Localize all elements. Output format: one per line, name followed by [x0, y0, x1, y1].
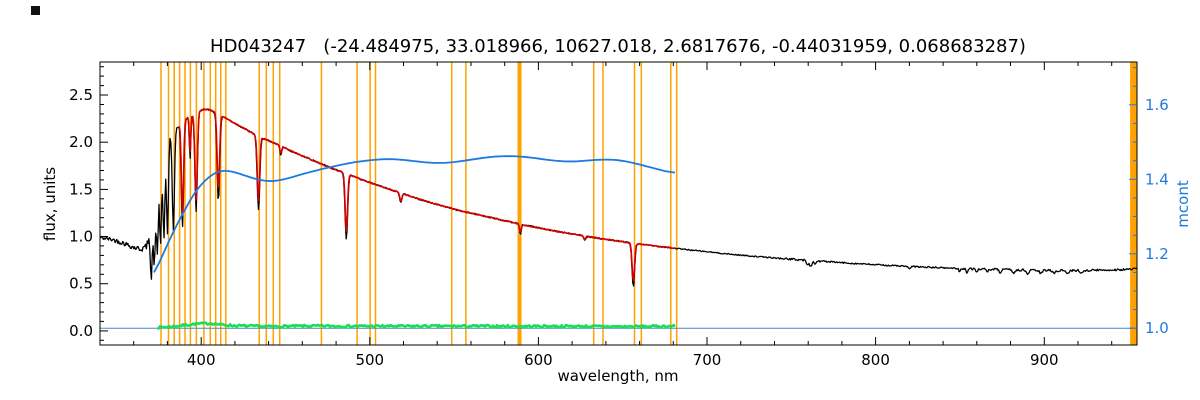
y-left-tick-label: 0.5	[69, 275, 93, 293]
x-tick-label: 700	[693, 351, 722, 369]
y-right-tick-label: 1.0	[1145, 319, 1169, 337]
tick-labels: 400 500 600 700 800 900 0.0 0.5 1.0 1.5 2.0 2.5 1.0 1…	[69, 86, 1169, 369]
axis-ticks	[99, 62, 1113, 345]
residual-curve	[157, 321, 676, 330]
mcont-curve	[153, 155, 676, 273]
x-tick-label: 600	[524, 351, 553, 369]
x-tick-label: 800	[861, 351, 890, 369]
plot-layers: 400 500 600 700 800 900 0.0 0.5 1.0 1.5 2.0 2.5 1.0 1…	[69, 61, 1169, 369]
chart-title: HD043247 (-24.484975, 33.018966, 10627.0…	[210, 36, 1026, 57]
y-right-tick-label: 1.2	[1145, 245, 1169, 263]
window-corner-artifact	[31, 6, 40, 15]
y-right-axis-label: mcont	[1174, 180, 1192, 228]
y-left-tick-label: 1.5	[69, 180, 93, 198]
x-tick-label: 900	[1030, 351, 1059, 369]
x-tick-label: 400	[187, 351, 216, 369]
plot-frame	[99, 61, 1138, 346]
plot-area	[100, 62, 1137, 345]
fitted-spectrum	[178, 108, 676, 282]
y-left-tick-label: 2.5	[69, 86, 93, 104]
right-axis-ticks	[1129, 67, 1137, 329]
y-right-tick-label: 1.4	[1145, 170, 1169, 188]
y-right-tick-label: 1.6	[1145, 96, 1169, 114]
y-left-tick-label: 2.0	[69, 133, 93, 151]
y-left-axis-label: flux, units	[41, 167, 59, 241]
y-left-tick-label: 0.0	[69, 322, 93, 340]
y-left-tick-label: 1.0	[69, 228, 93, 246]
x-tick-label: 500	[355, 351, 384, 369]
x-axis-label: wavelength, nm	[557, 367, 678, 385]
line-markers	[160, 62, 1137, 345]
